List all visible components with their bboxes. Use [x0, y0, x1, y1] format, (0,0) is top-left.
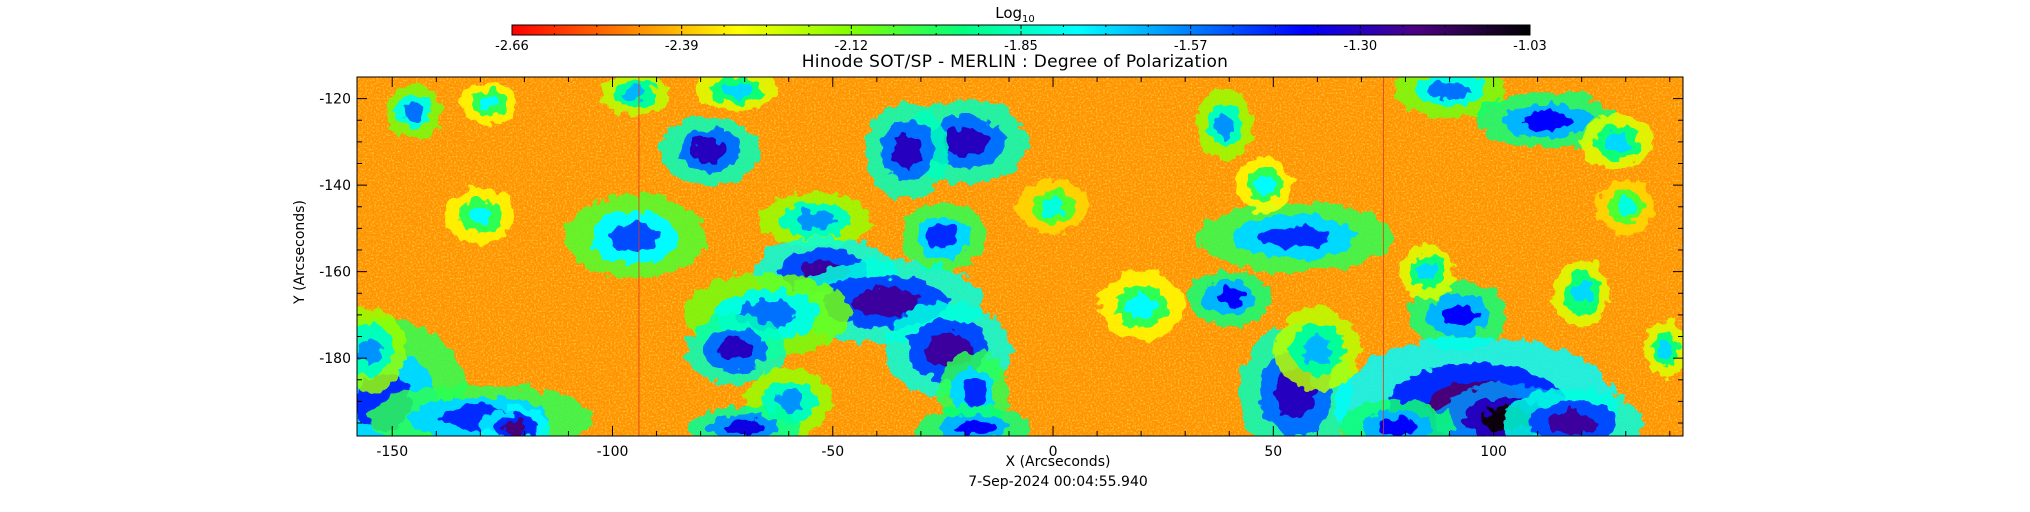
patch-core	[1522, 110, 1571, 130]
x-tick-label: -150	[376, 444, 408, 460]
patch-core	[1548, 411, 1598, 435]
colorbar-tick-label: -2.39	[665, 39, 699, 54]
patch-core	[795, 210, 835, 230]
y-tick-label: -120	[319, 92, 351, 108]
chart-title: Hinode SOT/SP - MERLIN : Degree of Polar…	[801, 52, 1229, 72]
patch-core	[851, 287, 920, 317]
patch-core	[692, 138, 727, 163]
patch-core	[943, 127, 987, 157]
patch-core	[774, 389, 804, 414]
patch-core	[1604, 132, 1630, 152]
timestamp: 7-Sep-2024 00:04:55.940	[968, 474, 1148, 490]
patch-core	[358, 335, 383, 364]
plot-frame	[356, 76, 1684, 437]
patch-core	[1616, 197, 1636, 217]
patch-core	[1302, 335, 1332, 364]
patch-core	[1214, 288, 1244, 308]
patch-core	[1126, 294, 1156, 319]
polarization-patches	[357, 77, 1683, 436]
x-tick-label: 100	[1480, 444, 1507, 460]
patch-core	[479, 95, 499, 111]
patch-core	[1417, 262, 1438, 282]
x-tick-label: -50	[821, 444, 844, 460]
patch-core	[1261, 225, 1330, 249]
patch-core	[721, 82, 751, 98]
x-tick-label: 50	[1264, 444, 1282, 460]
patch-core	[622, 87, 647, 102]
colorbar-title: Log10	[995, 4, 1035, 25]
y-tick-label: -140	[319, 178, 351, 194]
colorbar-tick-label: -1.30	[1344, 39, 1378, 54]
patch-core	[893, 133, 923, 168]
colorbar: -2.66 -2.39 -2.12 -1.85 -1.57 -1.30 -1.03	[495, 24, 1547, 54]
patch-core	[961, 378, 986, 408]
x-axis-label: X (Arcseconds)	[1005, 454, 1111, 470]
x-tick-label: 0	[1049, 444, 1058, 460]
y-tick-label: -160	[319, 265, 351, 281]
patch-core	[928, 225, 958, 249]
x-tick-label: -100	[597, 444, 629, 460]
patch-core	[404, 102, 424, 122]
patch-core	[718, 337, 753, 362]
patch-core	[1430, 80, 1469, 100]
patch-core	[1441, 302, 1476, 327]
patch-core	[954, 420, 994, 435]
colorbar-tick-label: -1.57	[1174, 39, 1208, 54]
colorbar-tick-label: -1.85	[1004, 39, 1038, 54]
colorbar-tick-label: -2.66	[495, 39, 529, 54]
patch-core	[503, 420, 528, 435]
y-axis-label: Y (Arcseconds)	[292, 200, 308, 304]
y-tick-label: -180	[319, 351, 351, 367]
patch-core	[1040, 197, 1066, 217]
patch-core	[1658, 339, 1673, 360]
patch-core	[1571, 281, 1592, 306]
patch-core	[610, 222, 659, 252]
colorbar-tick-label: -1.03	[1513, 39, 1547, 54]
colorbar-tick-label: -2.12	[835, 39, 869, 54]
patch-core	[1377, 417, 1417, 436]
patch-core	[725, 420, 765, 435]
patch-core	[1254, 175, 1275, 195]
patch-core	[468, 205, 493, 225]
patch-core	[1215, 112, 1235, 137]
heatmap-image	[357, 77, 1683, 436]
axes: -150 -100 -50 0 50 100 -120 -140 -160 -180	[319, 76, 1684, 460]
